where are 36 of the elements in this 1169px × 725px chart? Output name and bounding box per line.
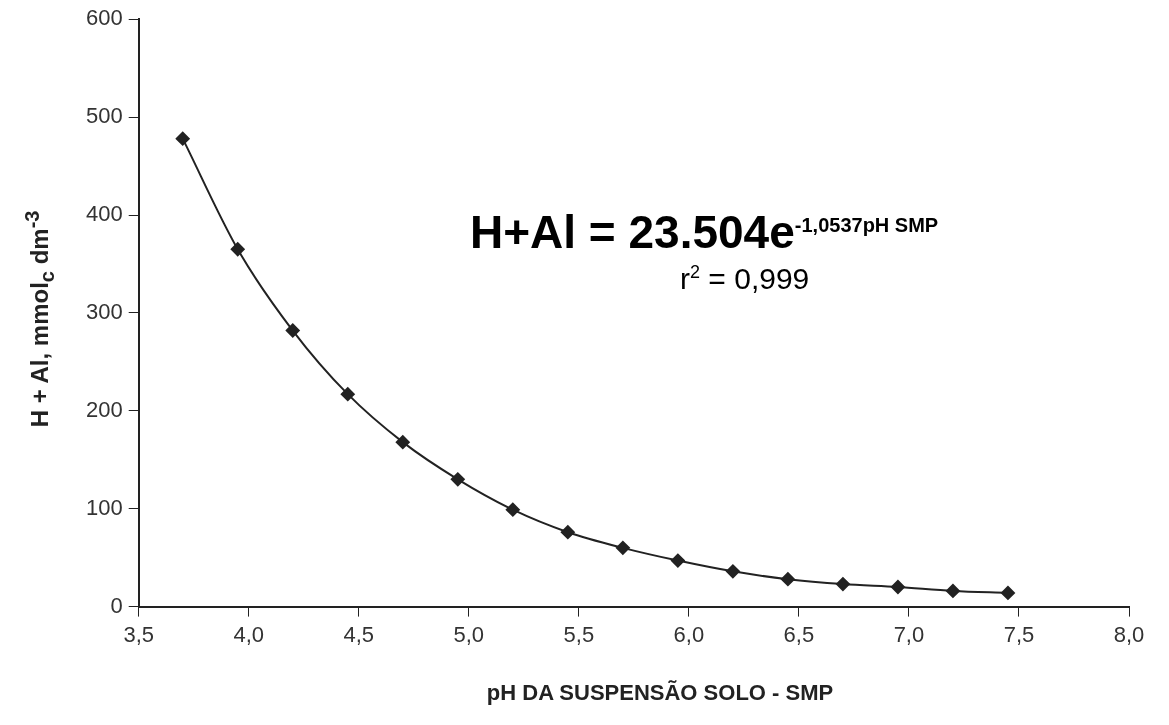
y-tick-label: 400 (85, 201, 123, 227)
point (780, 572, 795, 587)
point (505, 502, 520, 517)
point (560, 525, 575, 540)
point (285, 323, 300, 338)
x-tick-label: 3,5 (123, 621, 154, 647)
x-tick-label: 4,0 (233, 621, 265, 647)
y-tick-label: 300 (85, 298, 123, 324)
point (670, 553, 685, 568)
point (945, 583, 960, 598)
point (450, 472, 465, 487)
y-tick-label: 0 (110, 592, 123, 618)
annotation: r$^{2}$ = 0,999 (680, 262, 810, 296)
x-axis-title: pH DA SUSPENSÃO SOLO - SMP (485, 680, 835, 706)
x-tick-label: 5,5 (563, 621, 595, 647)
x-tick-label: 8,0 (1113, 621, 1145, 647)
point (340, 387, 355, 402)
y-tick-label: 200 (85, 396, 123, 422)
x-tick-label: 6,0 (673, 621, 705, 647)
x-tick-label: 4,5 (343, 621, 375, 647)
point (890, 580, 905, 595)
y-tick-label: 500 (85, 103, 123, 129)
point (725, 564, 740, 579)
x-tick-label: 5,0 (453, 621, 485, 647)
point (1000, 585, 1015, 600)
annotation: H+Al = 23.504e$^{-1,0537pH SMP}$ (470, 205, 939, 259)
x-tick-label: 7,0 (893, 621, 925, 647)
point (230, 242, 245, 257)
y-tick-label: 600 (85, 5, 123, 31)
x-tick-label: 6,5 (783, 621, 815, 647)
point (615, 540, 630, 555)
point (835, 577, 850, 592)
point (395, 435, 410, 450)
y-tick-label: 100 (85, 494, 123, 520)
point (175, 131, 190, 146)
x-tick-label: 7,5 (1003, 621, 1035, 647)
